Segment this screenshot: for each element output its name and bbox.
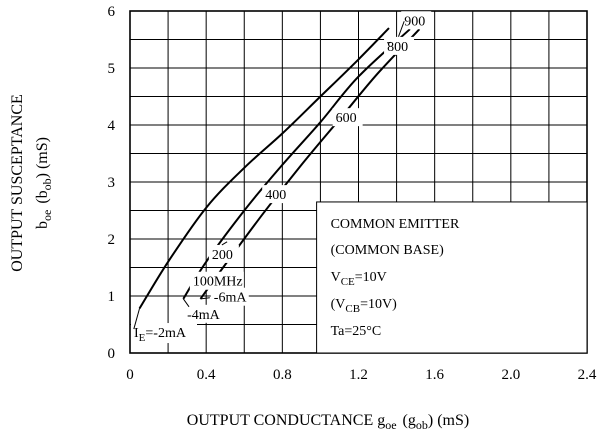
x-axis-title: OUTPUT CONDUCTANCE goe (gob) (mS) [187, 412, 469, 432]
y-tick-label: 1 [108, 289, 116, 305]
leader-line [182, 298, 190, 308]
current-label: -4mA [187, 308, 221, 323]
frequency-label-bg [208, 244, 239, 263]
tick-labels: 0 0.4 0.8 1.2 1.6 2.0 2.4 0 1 2 3 4 5 6 [108, 4, 597, 383]
frequency-label: 600 [336, 111, 357, 126]
frequency-label: 200 [212, 248, 233, 263]
frequency-label-bg [262, 185, 293, 204]
y-tick-label: 0 [108, 346, 116, 362]
legend-background [316, 201, 588, 354]
current-label-bg [184, 304, 223, 323]
x-tick-label: 1.6 [425, 367, 444, 383]
x-tick-label: 2.0 [501, 367, 520, 383]
current-label-bg [210, 287, 249, 306]
frequency-label-bg [189, 271, 244, 290]
frequency-label-bg [384, 36, 415, 55]
current-label-bg [131, 323, 197, 344]
frequency-label: 900 [404, 14, 425, 29]
legend-line: Ta=25°C [331, 324, 382, 339]
x-tick-label: 0.4 [197, 367, 216, 383]
x-tick-label: 2.4 [578, 367, 597, 383]
x-tick-label: 0 [126, 367, 134, 383]
series-curve [199, 28, 421, 300]
leader-line [398, 21, 405, 37]
y-tick-label: 6 [108, 4, 116, 20]
frequency-label-bg [401, 11, 432, 30]
leader-line [200, 297, 210, 300]
legend-line: VCE=10V [331, 270, 387, 288]
leader-line [221, 241, 228, 246]
y-axis-title-line2: boe(bob) (mS) [34, 137, 54, 229]
legend-line: COMMON EMITTER [331, 217, 460, 232]
series-curve [182, 28, 411, 300]
current-label: IE=-2mA [134, 326, 187, 344]
frequency-label: 800 [387, 40, 408, 55]
y-tick-label: 2 [108, 232, 116, 248]
legend-line: (VCB=10V) [331, 297, 397, 315]
leader-line [386, 41, 391, 44]
frequency-label: 400 [265, 188, 286, 203]
legend-line: (COMMON BASE) [331, 243, 445, 258]
frequency-label-bg [332, 108, 363, 127]
x-tick-label: 1.2 [349, 367, 368, 383]
leader-line [133, 308, 141, 330]
legend-box: COMMON EMITTER (COMMON BASE) VCE=10V (VCB=1… [316, 201, 588, 354]
x-tick-label: 0.8 [273, 367, 292, 383]
y-tick-label: 5 [108, 61, 116, 77]
y-tick-label: 4 [108, 118, 116, 134]
y-axis-title-line1: OUTPUT SUSCEPTANCE [9, 94, 26, 272]
series-curve [138, 27, 390, 310]
current-label: -6mA [214, 291, 248, 306]
y-tick-label: 3 [108, 175, 116, 191]
frequency-label: 100MHz [193, 275, 243, 290]
curves [138, 27, 421, 310]
